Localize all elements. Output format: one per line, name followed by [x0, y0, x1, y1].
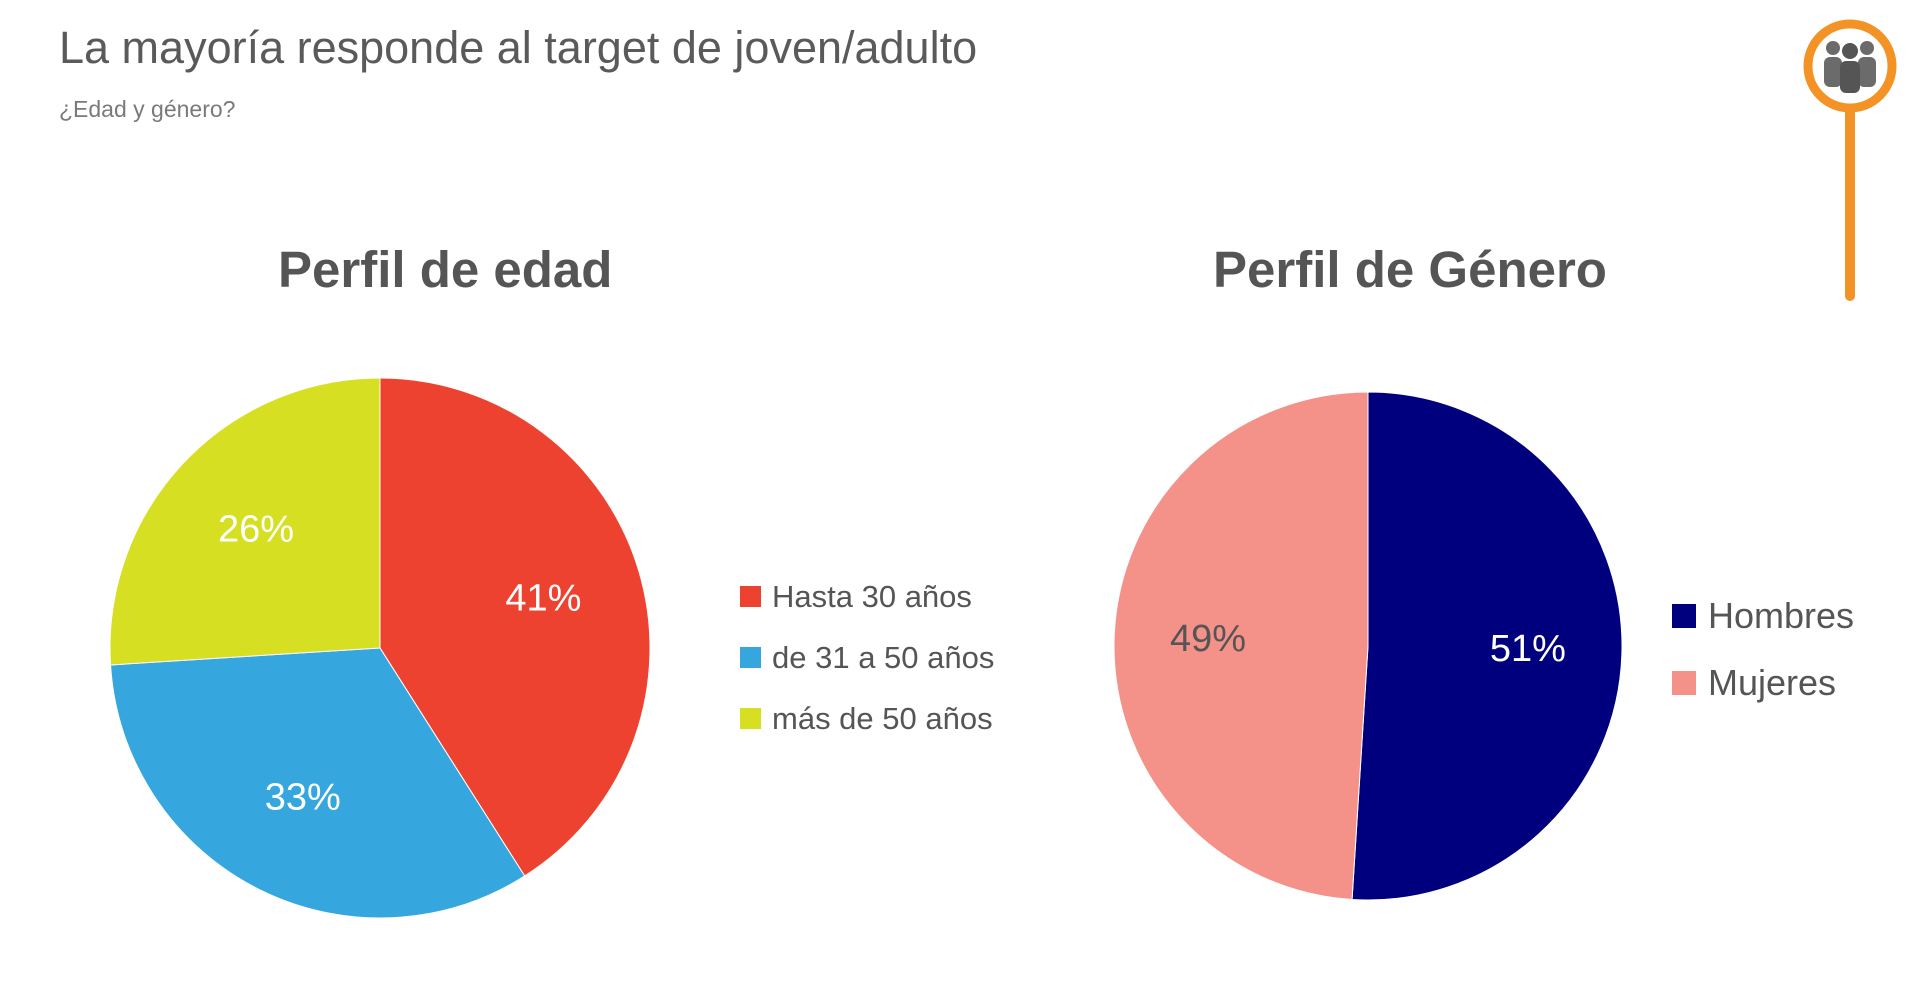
legend-swatch	[1672, 670, 1696, 695]
pie-slice-hombres	[1351, 391, 1623, 901]
legend-label: Hasta 30 años	[772, 578, 972, 614]
legend-item-de-31-a-50-anos: de 31 a 50 años	[740, 627, 994, 688]
legend-item-hombres: Hombres	[1672, 582, 1854, 649]
pie-slice-hasta-30-anos	[379, 377, 651, 877]
age-pie-chart: 41% 33% 26%	[109, 377, 651, 919]
pie-label-hasta-30-anos: 41%	[505, 578, 581, 620]
age-chart-title: Perfil de edad	[278, 241, 613, 298]
legend-item-mas-de-50-anos: más de 50 años	[740, 688, 994, 749]
pie-slice-mujeres	[1113, 391, 1369, 901]
page-subtitle: ¿Edad y género?	[59, 96, 236, 122]
legend-swatch	[740, 708, 761, 729]
legend-label: Hombres	[1708, 594, 1855, 636]
age-legend: Hasta 30 años de 31 a 50 años más de 50 añ…	[740, 566, 994, 749]
people-group-icon	[1803, 19, 1897, 301]
pie-label-mas-de-50-anos: 26%	[218, 509, 294, 551]
gender-pie-chart: 51% 49%	[1113, 391, 1623, 901]
legend-label: Mujeres	[1708, 661, 1837, 703]
legend-label: más de 50 años	[772, 700, 993, 736]
pie-label-mujeres: 49%	[1170, 618, 1246, 660]
legend-label: de 31 a 50 años	[772, 639, 995, 675]
pie-slice-de-31-a-50-anos	[110, 647, 526, 919]
legend-item-mujeres: Mujeres	[1672, 649, 1854, 716]
pie-label-hombres: 51%	[1490, 628, 1566, 670]
gender-chart-title: Perfil de Género	[1213, 241, 1607, 298]
legend-item-hasta-30-anos: Hasta 30 años	[740, 566, 994, 627]
page-title: La mayoría responde al target de joven/a…	[59, 22, 978, 73]
legend-swatch	[740, 647, 761, 668]
gender-legend: Hombres Mujeres	[1672, 582, 1854, 716]
legend-swatch	[740, 586, 761, 607]
pie-label-de-31-a-50-anos: 33%	[265, 777, 341, 819]
legend-swatch	[1672, 603, 1696, 628]
pie-slice-mas-de-50-anos	[109, 377, 381, 666]
